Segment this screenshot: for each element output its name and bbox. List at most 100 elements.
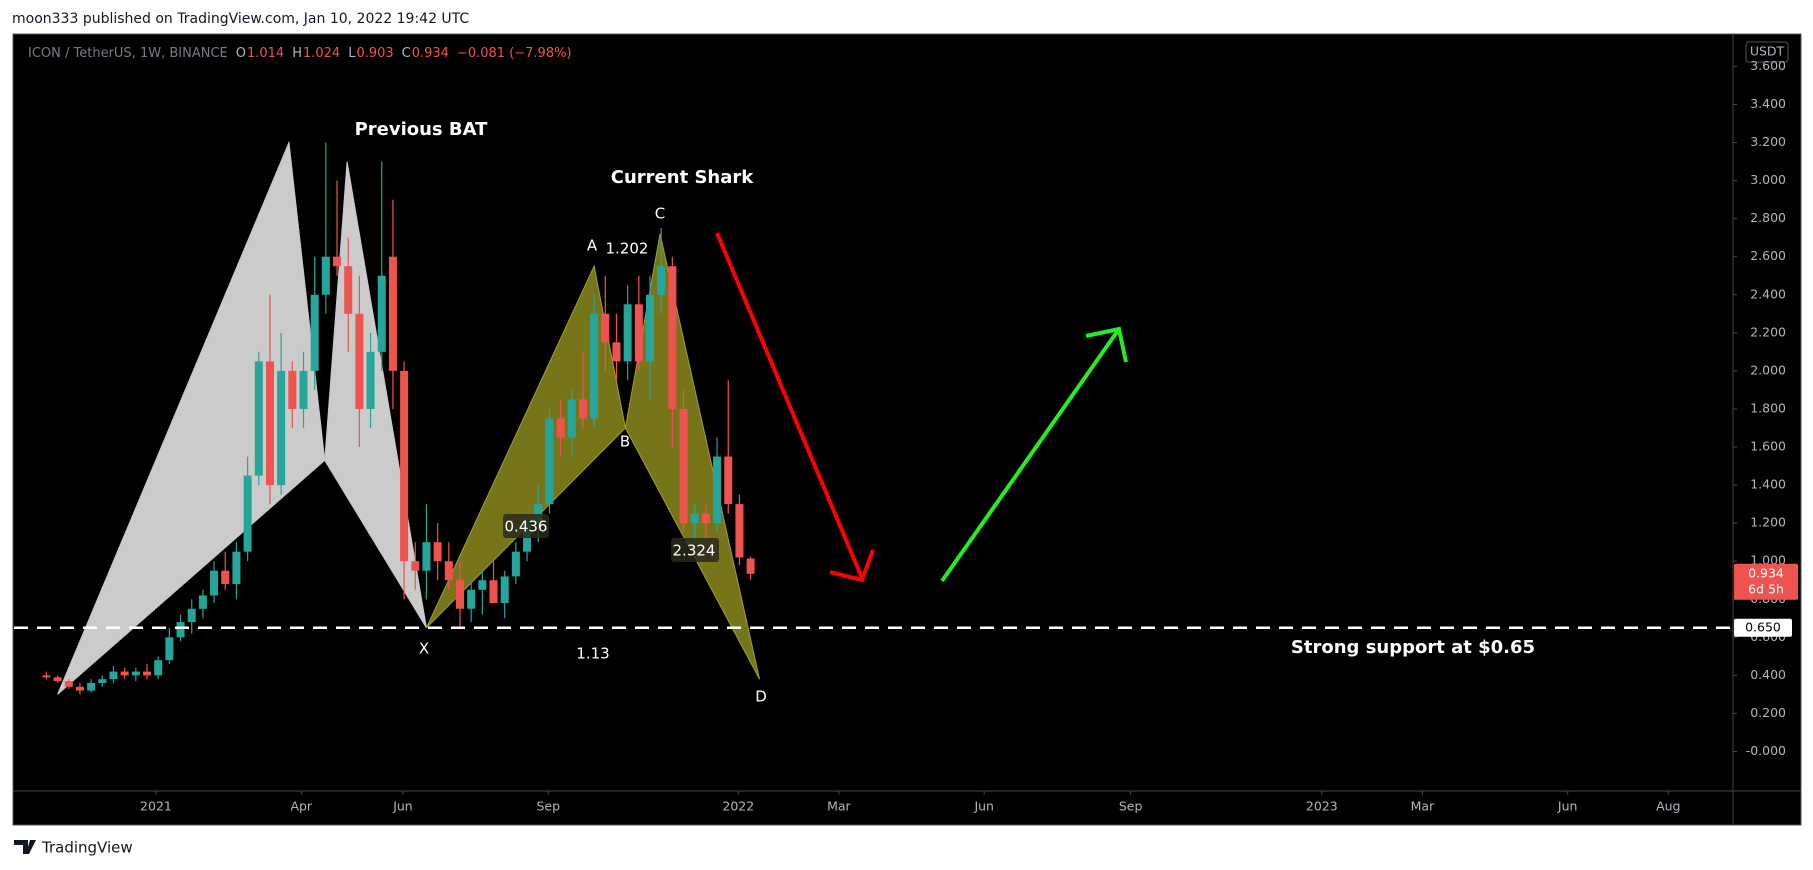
candle-body [679, 408, 688, 524]
symbol-legend: ICON / TetherUS, 1W, BINANCE O1.014 H1.024… [28, 46, 572, 61]
candle-body [131, 671, 140, 676]
candle-body [612, 342, 621, 362]
candle-body [98, 679, 107, 683]
candle-body [489, 580, 498, 604]
y-tick-label: 0.200 [1750, 705, 1786, 720]
candle-body [254, 361, 263, 476]
header: moon333 published on TradingView.com, Ja… [12, 11, 469, 27]
candle-body [724, 456, 733, 505]
footer: TradingView [41, 839, 133, 857]
ratio-label: 0.436 [505, 518, 548, 536]
x-tick-label: Jun [1557, 799, 1578, 814]
legend-item: 0.903 [356, 46, 393, 61]
support-price: 0.650 [1745, 619, 1781, 634]
candle-body [634, 304, 643, 362]
candle-body [366, 351, 375, 409]
y-tick-label: 2.600 [1750, 248, 1786, 263]
candle-body [120, 671, 129, 676]
y-tick-label: 2.200 [1750, 324, 1786, 339]
candle-body [467, 589, 476, 609]
logo [14, 840, 36, 854]
candle-body [646, 294, 655, 362]
x-tick-label: Aug [1656, 799, 1680, 814]
y-tick-label: -0.000 [1746, 743, 1786, 758]
candle-body [500, 576, 509, 604]
legend-item: 1.014 [247, 46, 284, 61]
candle-body [433, 542, 442, 562]
candle-body [400, 370, 409, 562]
countdown: 6d 5h [1748, 581, 1784, 596]
point-label: C [655, 205, 665, 223]
candle-body [210, 570, 219, 596]
x-tick-label: 2022 [722, 799, 754, 814]
candle-body [321, 256, 330, 295]
ratio-label: 1.13 [576, 645, 609, 663]
x-tick-label: Mar [1411, 799, 1435, 814]
candle-body [232, 551, 241, 585]
candle-body [713, 456, 722, 524]
legend-item: C [402, 46, 411, 61]
pattern-title: Previous BAT [355, 119, 489, 140]
candle-body [75, 686, 84, 691]
legend-item: H [292, 46, 302, 61]
y-tick-label: 1.800 [1750, 400, 1786, 415]
candle-body [344, 266, 353, 314]
down-arrow [715, 232, 864, 579]
candle-body [511, 551, 520, 577]
legend-item: 0.934 [412, 46, 449, 61]
pattern-title: Current Shark [611, 167, 754, 188]
x-tick-label: 2021 [140, 799, 172, 814]
y-tick-label: 3.200 [1750, 134, 1786, 149]
x-tick-label: Mar [827, 799, 851, 814]
candle-body [187, 608, 196, 623]
candle-body [567, 399, 576, 438]
support-annotation: Strong support at $0.65 [1291, 637, 1535, 658]
pattern-triangle [57, 140, 326, 695]
candle-body [623, 304, 632, 362]
patterns [57, 140, 761, 695]
candle-body [690, 513, 699, 524]
down-arrow-head [829, 549, 875, 583]
y-tick-label: 1.200 [1750, 515, 1786, 530]
y-tick-label: 3.000 [1750, 172, 1786, 187]
overlays: Previous BAT Current Shark X A B C D 1.2… [14, 119, 1732, 706]
candle-body [455, 580, 464, 609]
legend-item: L [348, 46, 356, 61]
ratio-box [671, 538, 719, 562]
candle-body [109, 671, 118, 680]
candle-body [388, 256, 397, 371]
candle-body [411, 561, 420, 571]
candle-body [377, 275, 386, 352]
point-label: D [755, 688, 767, 706]
candle-body [288, 370, 297, 409]
point-label: B [620, 433, 630, 451]
candle-body [176, 622, 185, 638]
support-price-box [1734, 618, 1792, 637]
candles [42, 142, 755, 695]
candle-body [556, 418, 565, 438]
y-tick-label: 2.400 [1750, 286, 1786, 301]
last-price-box [1734, 563, 1798, 600]
y-tick-label: 0.400 [1750, 667, 1786, 682]
x-tick-label: Apr [290, 799, 312, 814]
y-tick-label: 3.400 [1750, 96, 1786, 111]
y-tick-label: 3.600 [1750, 58, 1786, 73]
ratio-label: 2.324 [673, 542, 716, 560]
candle-body [221, 570, 230, 585]
candle-body [735, 504, 744, 558]
candle-body [668, 266, 677, 409]
x-tick-label: Sep [1119, 799, 1143, 814]
legend-item: 1.024 [303, 46, 340, 61]
candle-body [53, 677, 62, 682]
footer-logo [14, 840, 36, 854]
y-tick-label: 1.400 [1750, 477, 1786, 492]
ratio-box [503, 514, 549, 538]
candle-body [422, 542, 431, 571]
candle-body [277, 370, 286, 486]
candle-body [154, 660, 163, 676]
candle-body [64, 681, 73, 687]
candle-body [299, 370, 308, 409]
candle-body [198, 595, 207, 609]
